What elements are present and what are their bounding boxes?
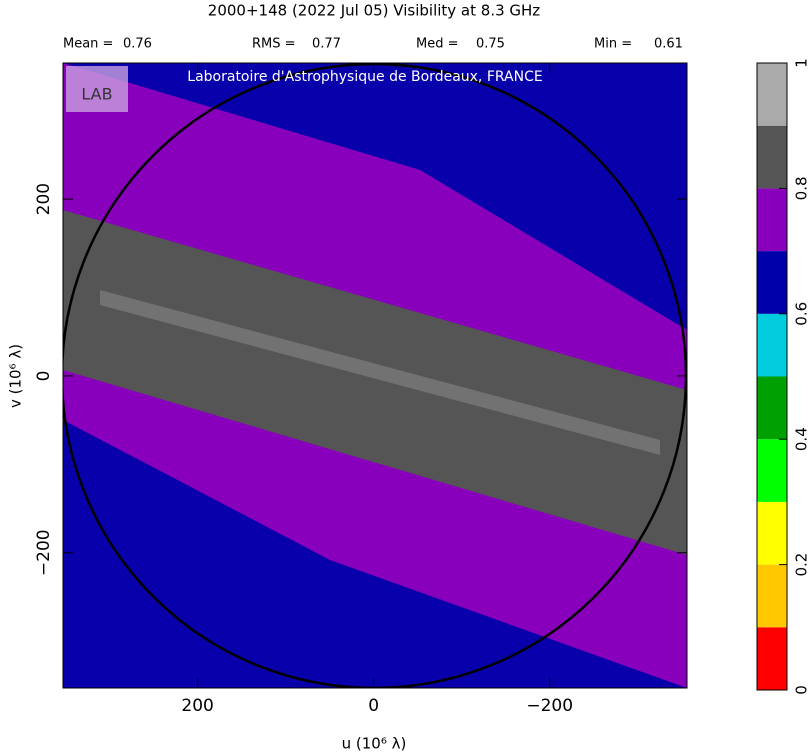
colorbar-bin (757, 63, 787, 126)
colorbar-tick-label: 0.8 (793, 176, 810, 200)
y-tick-label: 0 (34, 371, 54, 382)
colorbar-tick-label: 0.2 (793, 553, 810, 577)
colorbar-bin (757, 376, 787, 440)
y-tick-label: 200 (34, 183, 54, 215)
colorbar-bin (757, 313, 787, 377)
stat-value: 0.77 (312, 37, 341, 52)
stat-value: 0.76 (123, 37, 152, 52)
annotation: Laboratoire d'Astrophysique de Bordeaux,… (187, 69, 542, 85)
logo (66, 66, 128, 112)
stat-value: 0.61 (654, 37, 683, 52)
stat-value: 0.75 (476, 37, 505, 52)
colorbar-bin (757, 251, 787, 314)
map (63, 63, 687, 688)
chart-title: 2000+148 (2022 Jul 05) Visibility at 8.3… (208, 2, 541, 20)
map-speckle (100, 290, 660, 455)
map-region (63, 420, 687, 688)
stat-label: Med = (416, 37, 459, 52)
x-tick-label: −200 (526, 696, 573, 716)
logo-text: LAB (81, 85, 112, 104)
map-band (63, 210, 687, 555)
colorbar-bin (757, 125, 787, 189)
colorbar-bin (757, 439, 787, 502)
colorbar-tick-label: 0.4 (793, 427, 810, 451)
stat-label: Mean = (63, 37, 113, 52)
colorbar-bin (757, 564, 787, 628)
y-tick-label: −200 (34, 529, 54, 576)
colorbar-tick-label: 1 (793, 58, 810, 68)
colorbar-tick-label: 0 (793, 685, 810, 695)
x-tick-label: 200 (181, 696, 213, 716)
colorbar-frame (756, 62, 788, 691)
stat-label: RMS = (252, 37, 296, 52)
y-axis-label: v (10⁶ λ) (7, 344, 25, 408)
colorbar-bin (757, 188, 787, 252)
colorbar-bin (757, 501, 787, 565)
map-region (63, 63, 687, 330)
x-axis-label: u (10⁶ λ) (342, 735, 407, 753)
stat-label: Min = (594, 37, 632, 52)
colorbar-bin (757, 627, 787, 690)
x-tick-label: 0 (368, 696, 379, 716)
colorbar-tick-label: 0.6 (793, 302, 810, 326)
